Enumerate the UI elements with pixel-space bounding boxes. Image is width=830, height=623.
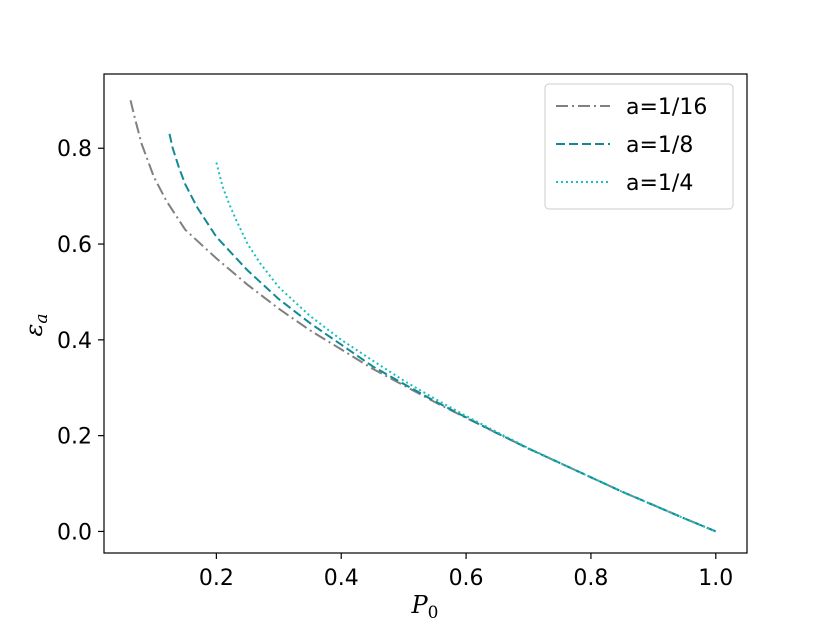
legend-label: a=1/4 <box>626 171 693 196</box>
x-axis-ticks: 0.2 0.4 0.6 0.8 1.0 <box>199 553 733 591</box>
y-axis-label: εa <box>20 313 52 336</box>
y-tick-label: 0.8 <box>57 137 92 162</box>
x-axis-label-subscript: 0 <box>428 603 439 623</box>
legend-frame <box>544 83 734 210</box>
x-tick-label: 0.2 <box>199 566 234 591</box>
y-tick-label: 0.2 <box>57 425 92 450</box>
x-axis-label-main: P <box>411 591 429 619</box>
y-axis-label-subscript: a <box>32 313 52 323</box>
legend-label: a=1/16 <box>626 95 707 120</box>
x-tick-label: 0.6 <box>449 566 484 591</box>
x-tick-label: 0.8 <box>573 566 608 591</box>
plot-frame <box>103 73 748 554</box>
x-tick-label: 0.4 <box>324 566 359 591</box>
series-layer <box>129 100 717 533</box>
series-line-a-1-4 <box>215 162 717 533</box>
y-axis-label-main: ε <box>20 324 48 337</box>
y-tick-label: 0.0 <box>57 520 92 545</box>
y-tick-label: 0.4 <box>57 329 92 354</box>
legend-label: a=1/8 <box>626 133 693 158</box>
legend: a=1/16 a=1/8 a=1/4 <box>544 83 734 210</box>
series-line-a-1-16 <box>129 100 717 533</box>
y-axis-ticks: 0.0 0.2 0.4 0.6 0.8 <box>57 137 104 545</box>
x-axis-label: P0 <box>411 591 439 623</box>
y-tick-label: 0.6 <box>57 233 92 258</box>
x-tick-label: 1.0 <box>698 566 733 591</box>
